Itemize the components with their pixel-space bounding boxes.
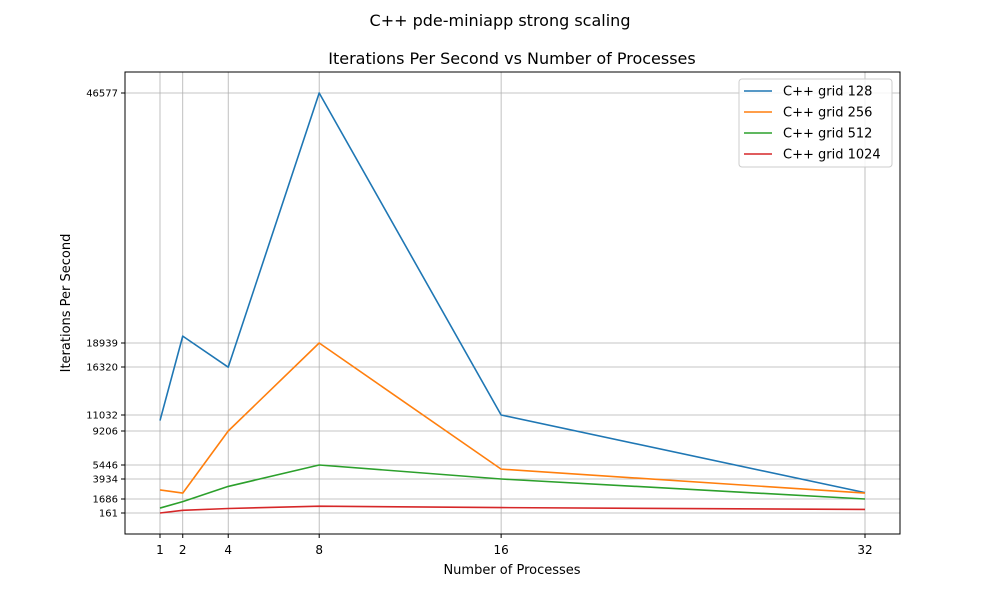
y-axis-label: Iterations Per Second <box>59 234 74 373</box>
y-tick-label: 3934 <box>93 475 118 486</box>
y-tick-label: 161 <box>99 509 118 520</box>
x-tick-label: 4 <box>224 543 232 557</box>
series-line-4 <box>159 505 866 514</box>
legend-label: C++ grid 256 <box>783 106 872 121</box>
x-axis-label: Number of Processes <box>443 563 580 578</box>
legend: C++ grid 128 C++ grid 256 C++ grid 512 C++ … <box>738 78 893 168</box>
y-tick-label: 16320 <box>86 363 118 374</box>
y-tick-label: 11032 <box>86 411 118 422</box>
chart-suptitle: C++ pde-miniapp strong scaling <box>370 11 631 30</box>
legend-box <box>738 78 893 168</box>
y-tick-label: 46577 <box>86 89 118 100</box>
plot-series <box>159 92 866 514</box>
plot-area-frame <box>124 71 901 535</box>
y-tick-label: 9206 <box>93 427 118 438</box>
legend-label: C++ grid 1024 <box>783 148 881 163</box>
legend-label: C++ grid 512 <box>783 127 872 142</box>
y-tick-label: 5446 <box>93 461 118 472</box>
x-tick-label: 1 <box>156 543 164 557</box>
x-tick-label: 8 <box>315 543 323 557</box>
series-line-1 <box>159 92 866 494</box>
x-tick-label: 32 <box>857 543 872 557</box>
grid-lines <box>125 72 900 534</box>
legend-label: C++ grid 128 <box>783 85 872 100</box>
chart-title: Iterations Per Second vs Number of Proce… <box>328 49 695 68</box>
axis-ticks: 1 2 4 8 16 32 161 1686 3934 5446 9206 11032 16320 189… <box>86 89 872 558</box>
y-tick-label: 1686 <box>93 495 118 506</box>
x-tick-label: 2 <box>179 543 187 557</box>
series-line-2 <box>159 342 866 494</box>
series-line-3 <box>159 464 866 509</box>
x-tick-label: 16 <box>493 543 508 557</box>
y-tick-label: 18939 <box>86 339 118 350</box>
